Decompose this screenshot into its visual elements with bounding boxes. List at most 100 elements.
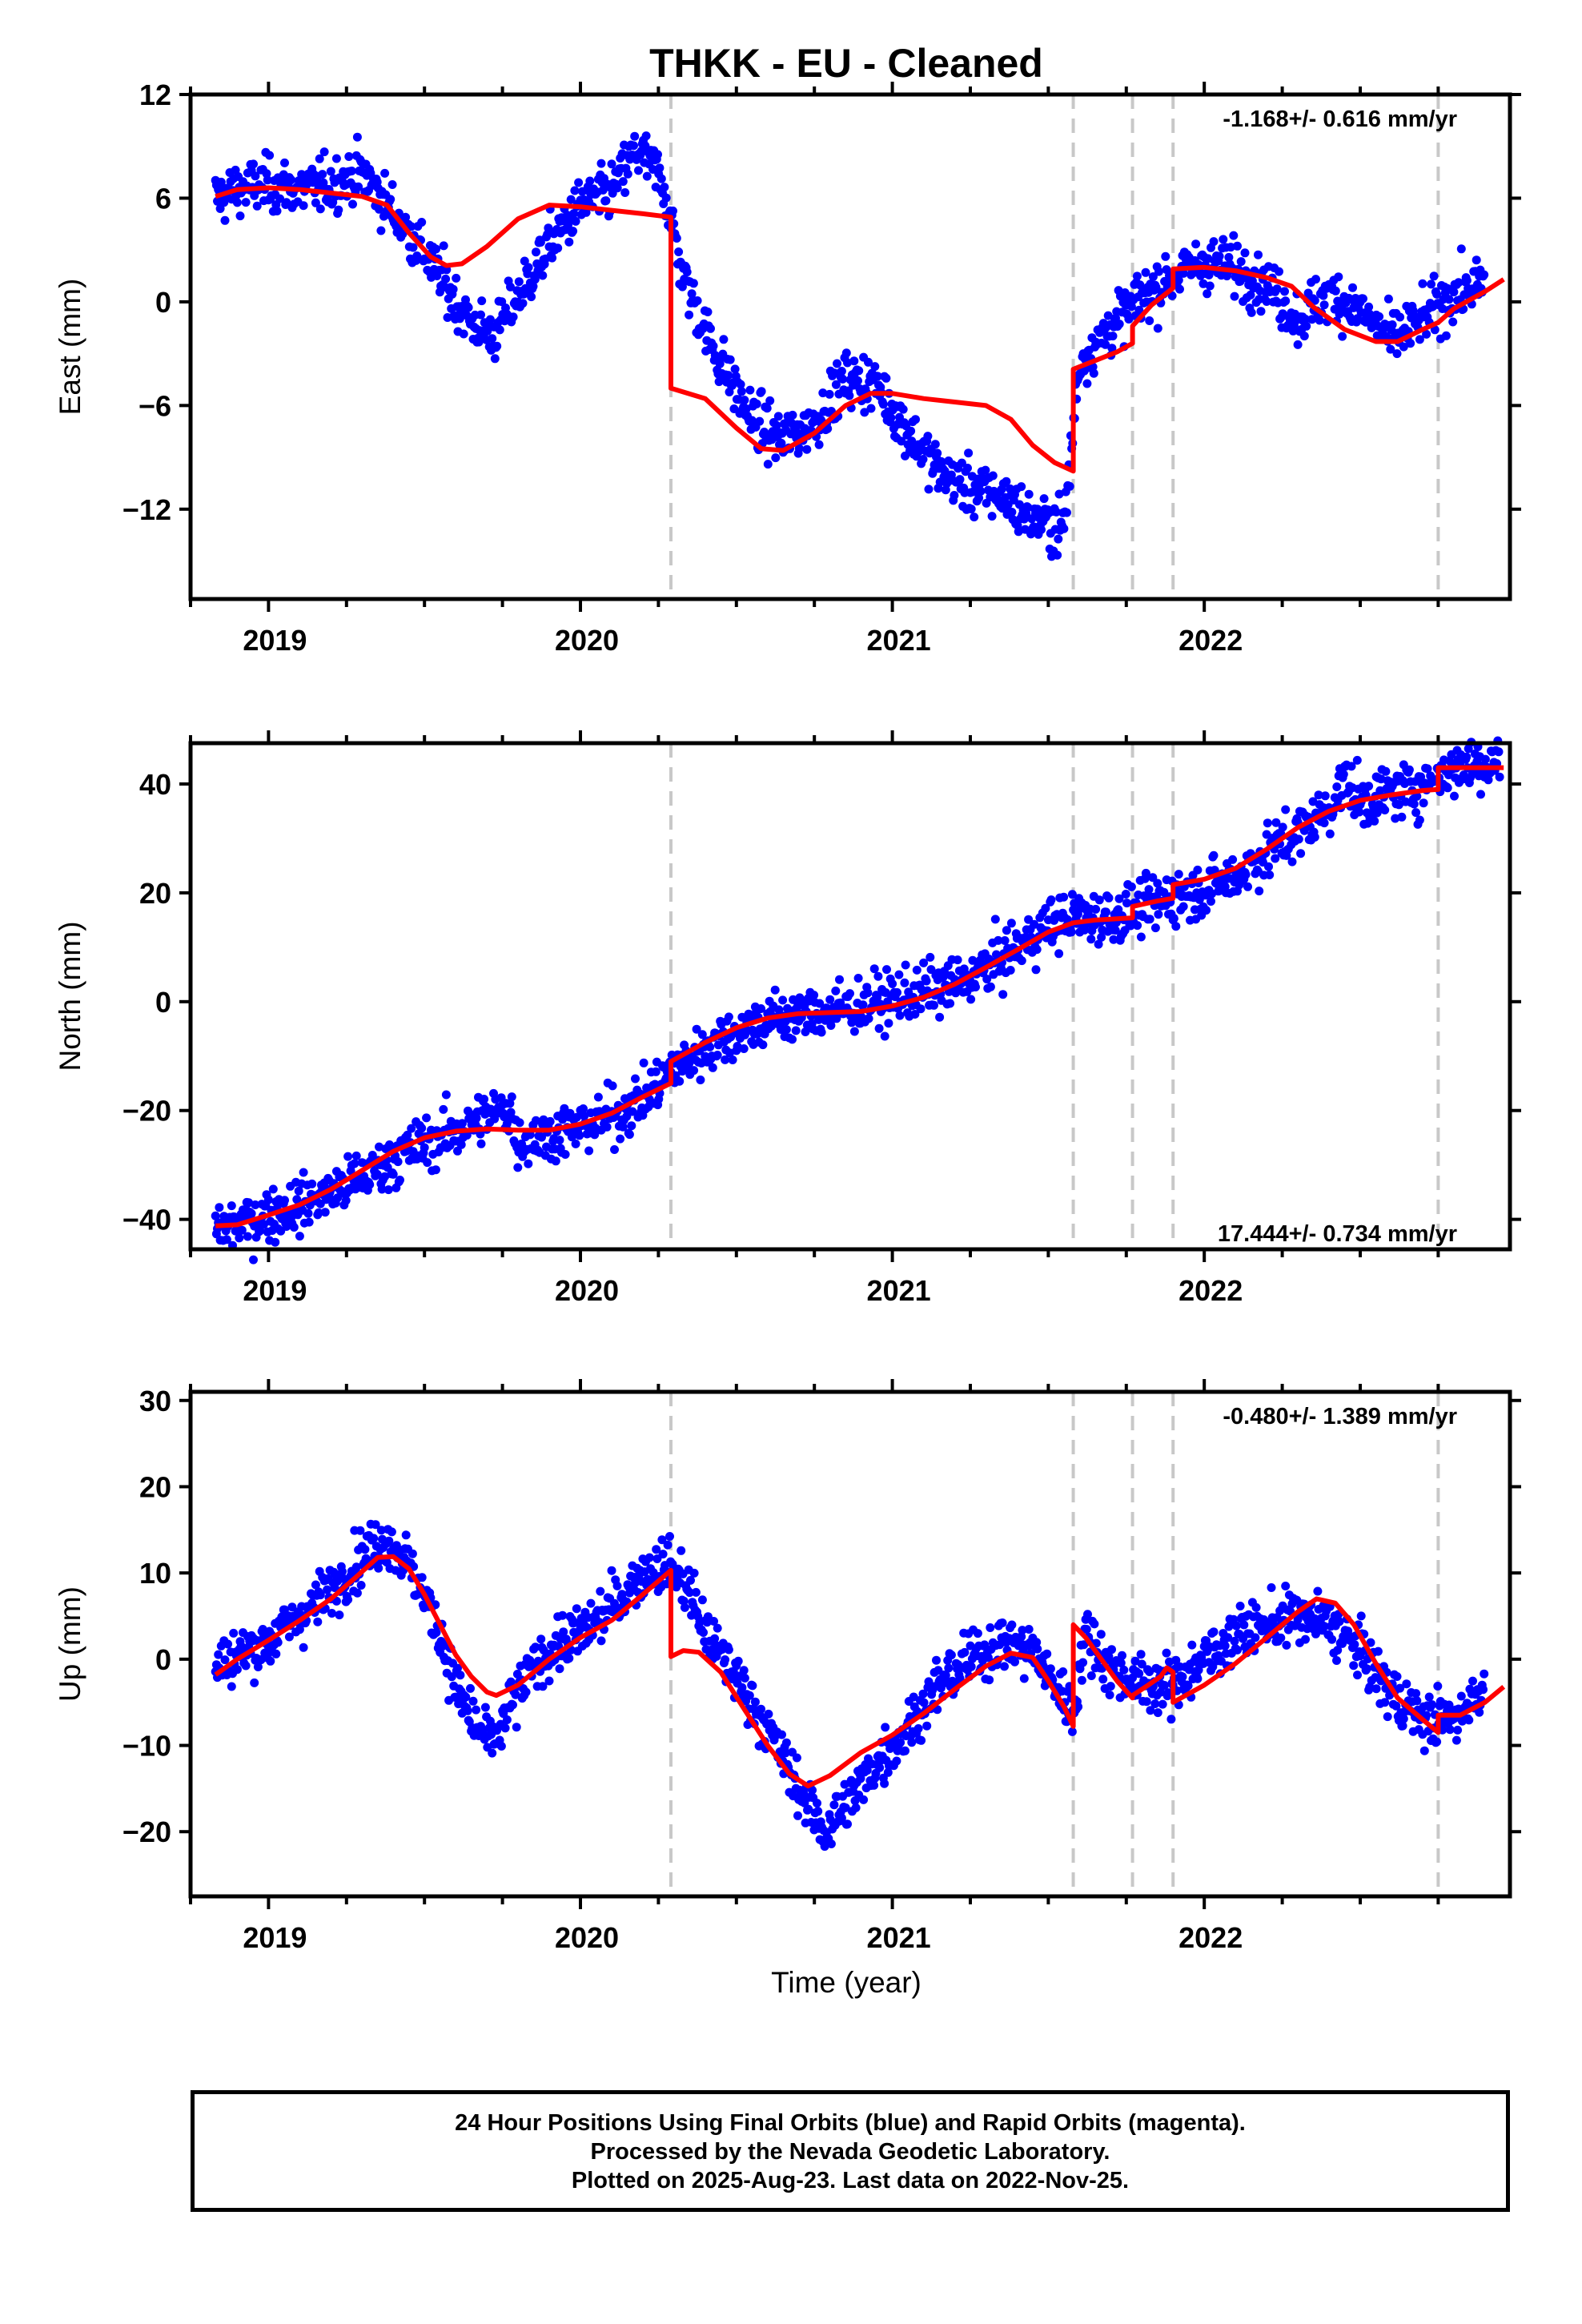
data-point [657,1535,667,1545]
data-point [918,1689,928,1699]
data-point [1432,289,1442,299]
data-point [869,964,879,974]
data-point [1347,762,1356,771]
data-point [912,965,921,975]
data-point [1089,368,1098,378]
data-point [335,1610,344,1620]
data-point [586,1598,596,1608]
data-point [674,247,684,256]
data-point [1106,1682,1115,1691]
data-point [1110,926,1120,935]
data-point [584,1146,594,1156]
data-point [1287,857,1297,866]
x-tick-label: 2021 [867,1921,931,1954]
data-point [1311,275,1320,284]
data-point [447,1672,456,1682]
data-point [601,196,611,206]
data-point [1104,893,1114,903]
data-point [1319,291,1328,300]
data-point [376,1526,386,1535]
data-point [1301,1634,1310,1644]
data-point [235,211,245,221]
data-point [398,229,408,239]
data-point [831,380,841,389]
data-point [1397,812,1407,822]
data-point [825,389,834,399]
data-point [1404,765,1414,774]
data-point [1017,482,1026,492]
data-point [976,486,986,496]
data-point [229,1628,239,1638]
data-point [295,1232,304,1241]
data-point [1097,932,1106,942]
data-point [1308,797,1318,806]
data-point [832,1014,841,1023]
data-point [612,1581,622,1590]
data-point [691,1587,701,1597]
data-point [500,1723,510,1733]
data-point [527,292,536,302]
data-point [396,1176,404,1184]
data-point [376,226,386,235]
data-point [1024,489,1034,499]
data-point [371,1520,380,1530]
data-point [988,471,998,480]
data-point [511,1690,520,1699]
data-point [708,1063,717,1072]
data-point [644,1553,654,1562]
data-point [1156,1687,1166,1697]
data-point [893,987,901,997]
data-point [574,178,584,187]
data-point [524,1159,533,1168]
data-point [263,1195,273,1204]
x-tick-label: 2020 [555,624,619,657]
data-point [1313,1586,1323,1596]
model-fit-line [215,765,1504,1228]
data-point [730,364,740,374]
data-point [1209,850,1219,860]
figure-title: THKK - EU - Cleaned [649,41,1043,86]
data-point [1145,1667,1154,1676]
y-tick-label: 20 [139,1470,171,1503]
data-point [957,458,966,468]
data-point [422,1113,432,1123]
data-point [1453,1725,1463,1735]
data-point [1320,791,1330,801]
data-point [1130,1656,1140,1666]
data-point [555,1664,564,1674]
data-point [1392,349,1402,359]
data-point [721,1055,730,1064]
x-tick-label: 2022 [1178,1274,1243,1307]
data-point [1254,250,1263,259]
data-point [1423,764,1432,774]
data-point [453,1663,462,1673]
data-point [441,274,451,283]
data-point [1472,255,1481,265]
data-point [987,512,997,521]
footer-box: 24 Hour Positions Using Final Orbits (bl… [191,2090,1510,2212]
data-point [946,999,955,1008]
data-point [1209,1627,1219,1637]
data-point [1319,818,1329,828]
data-point [222,1235,231,1244]
data-point [1362,1664,1371,1674]
data-point [341,1196,351,1205]
data-point [1193,865,1203,875]
data-point [1275,267,1283,276]
data-point [539,1646,548,1655]
data-point [778,995,788,1005]
data-point [318,170,327,179]
data-point [750,1697,760,1707]
data-point [740,1674,749,1683]
data-point [456,1140,466,1149]
data-point [1452,1735,1461,1745]
data-point [508,312,518,322]
data-point [801,1027,810,1036]
data-point [634,166,643,175]
data-point [241,1661,251,1671]
data-point [268,1184,278,1194]
data-point [1151,283,1161,292]
data-point [1240,248,1250,258]
data-point [705,1042,715,1051]
data-point [1494,747,1504,757]
